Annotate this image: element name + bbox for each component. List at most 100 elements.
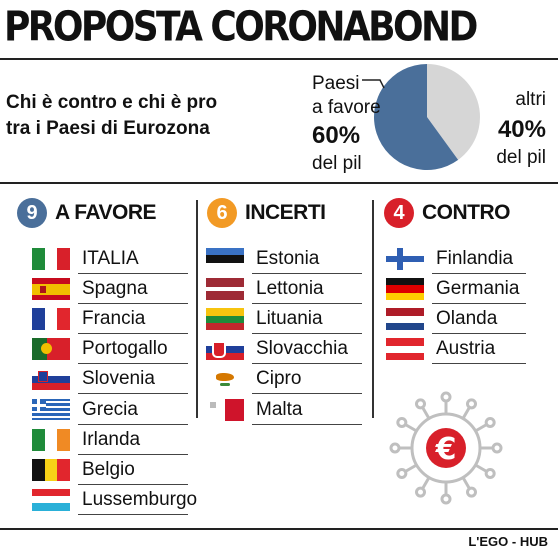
country-name-estonia: Estonia (256, 248, 320, 269)
column-separator-2 (372, 200, 374, 418)
country-name-belgio: Belgio (82, 458, 135, 480)
country-row-slovenia: Slovenia (32, 364, 188, 395)
flag-lituania-icon (206, 308, 244, 331)
country-name-francia: Francia (82, 308, 146, 330)
heading-contro: CONTRO (422, 201, 511, 224)
flag-italia-icon (32, 248, 70, 270)
country-row-portogallo: Portogallo (32, 334, 188, 365)
page-title: PROPOSTA CORONABOND (4, 4, 478, 51)
row-underline (78, 513, 188, 515)
flag-slovacchia-icon (206, 338, 244, 361)
flag-cipro-icon (206, 368, 244, 391)
flag-grecia-icon (32, 398, 70, 421)
heading-incerti: INCERTI (245, 201, 326, 224)
flag-austria-icon (386, 338, 424, 361)
row-underline (432, 333, 526, 335)
pie-label-altri-line1: altri (515, 89, 546, 110)
credit: L'EGO - HUB (468, 534, 548, 549)
flag-belgio-icon (32, 458, 70, 481)
country-name-lettonia: Lettonia (256, 278, 324, 300)
subtitle-line-1: Chi è contro e chi è pro (6, 92, 218, 113)
column-header-incerti: 6 INCERTI (207, 198, 326, 228)
flag-lettonia-icon (206, 278, 244, 301)
country-name-lussemburgo: Lussemburgo (82, 488, 198, 510)
count-badge-contro: 4 (384, 198, 414, 228)
heading-favore: A FAVORE (55, 201, 157, 224)
country-row-francia: Francia (32, 304, 188, 335)
pie-label-favore-line2: a favore (312, 97, 381, 118)
country-name-germania: Germania (436, 278, 520, 300)
country-row-spagna: Spagna (32, 274, 188, 305)
country-name-olanda: Olanda (436, 308, 498, 330)
gdp-pie-chart (374, 64, 481, 170)
row-underline (78, 483, 188, 485)
column-header-favore: 9 A FAVORE (17, 198, 157, 228)
row-underline (78, 393, 188, 395)
country-row-austria: Austria (386, 334, 526, 365)
country-name-italia: ITALIA (82, 248, 139, 269)
column-separator-1 (196, 200, 198, 418)
row-underline (252, 393, 362, 395)
country-name-austria: Austria (436, 338, 496, 360)
country-row-lituania: Lituania (206, 304, 362, 335)
country-row-irlanda: Irlanda (32, 425, 188, 455)
country-row-estonia: Estonia (206, 244, 362, 274)
flag-slovenia-icon (32, 368, 70, 391)
country-name-slovenia: Slovenia (82, 368, 155, 390)
row-underline (432, 273, 526, 274)
row-underline (432, 363, 526, 365)
flag-francia-icon (32, 308, 70, 331)
row-underline (78, 423, 188, 425)
flag-olanda-icon (386, 308, 424, 331)
pie-label-favore: Paesi a favore 60% del pil (312, 72, 381, 176)
virus-euro-icon: € (389, 391, 503, 505)
country-name-lituania: Lituania (256, 308, 323, 330)
pie-unit-altri: del pil (496, 147, 546, 168)
count-badge-incerti: 6 (207, 198, 237, 228)
row-underline (252, 363, 362, 365)
row-underline (78, 363, 188, 365)
subtitle-line-2: tra i Paesi di Eurozona (6, 118, 210, 139)
flag-irlanda-icon (32, 428, 70, 451)
flag-lussemburgo-icon (32, 488, 70, 511)
country-name-grecia: Grecia (82, 398, 138, 420)
pie-slice-favore (374, 64, 459, 170)
country-row-italia: ITALIA (32, 244, 188, 274)
pie-label-altri: altri 40% del pil (492, 88, 546, 170)
flag-portogallo-icon (32, 338, 70, 361)
flag-malta-icon (206, 398, 244, 421)
country-row-belgio: Belgio (32, 455, 188, 485)
country-row-finlandia: Finlandia (386, 244, 526, 274)
subtitle: Chi è contro e chi è pro tra i Paesi di … (6, 90, 217, 142)
country-row-slovacchia: Slovacchia (206, 334, 362, 365)
pie-leader-line (362, 79, 385, 89)
flag-finlandia-icon (386, 248, 424, 270)
pie-value-altri: 40% (497, 116, 546, 143)
pie-slice-altri (427, 64, 481, 160)
row-underline (252, 333, 362, 335)
country-name-irlanda: Irlanda (82, 428, 141, 450)
footer-rule (0, 528, 558, 530)
flag-germania-icon (386, 278, 424, 301)
row-underline (252, 273, 362, 274)
country-name-slovacchia: Slovacchia (256, 338, 348, 360)
euro-symbol: € (435, 432, 457, 467)
row-underline (252, 423, 362, 425)
country-row-olanda: Olanda (386, 304, 526, 335)
country-row-malta: Malta (206, 395, 362, 425)
column-header-contro: 4 CONTRO (384, 198, 511, 228)
country-name-malta: Malta (256, 398, 303, 420)
row-underline (78, 303, 188, 305)
flag-estonia-icon (206, 248, 244, 270)
section-rule (0, 182, 558, 184)
country-name-portogallo: Portogallo (82, 338, 168, 360)
row-underline (252, 303, 362, 305)
country-row-cipro: Cipro (206, 364, 362, 395)
country-name-finlandia: Finlandia (436, 248, 514, 269)
pie-unit-favore: del pil (312, 153, 362, 174)
country-name-spagna: Spagna (82, 278, 148, 300)
pie-value-favore: 60% (312, 122, 361, 149)
title-rule (0, 58, 558, 60)
pie-label-favore-line1: Paesi (312, 73, 360, 94)
count-badge-favore: 9 (17, 198, 47, 228)
